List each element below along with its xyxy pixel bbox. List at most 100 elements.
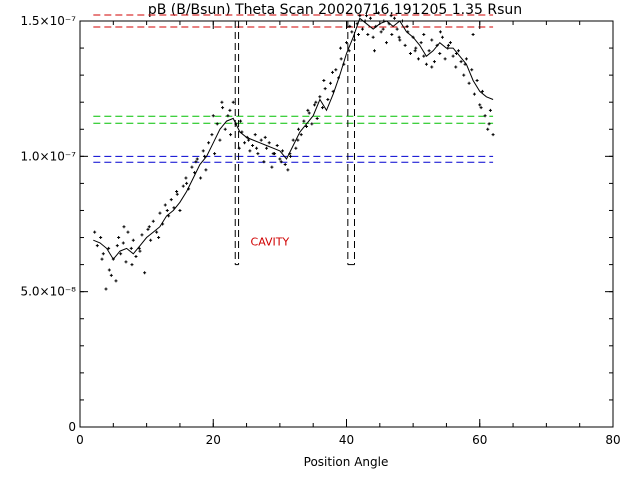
data-point xyxy=(331,89,335,93)
data-point xyxy=(395,27,399,31)
data-point xyxy=(175,192,179,196)
data-point xyxy=(307,111,311,115)
data-point xyxy=(163,203,167,207)
data-point xyxy=(165,208,169,212)
data-point xyxy=(187,187,191,191)
data-point xyxy=(363,19,367,23)
data-point xyxy=(283,162,287,166)
data-point xyxy=(342,62,346,66)
data-point xyxy=(462,73,466,77)
y-tick-label-3: 1.5×10⁻⁷ xyxy=(20,14,76,28)
data-point xyxy=(215,122,219,126)
plot-frame xyxy=(79,20,614,428)
data-point xyxy=(178,208,182,212)
data-point xyxy=(195,157,199,161)
data-point xyxy=(296,138,300,142)
data-point xyxy=(275,144,279,148)
data-point xyxy=(185,181,189,185)
data-point xyxy=(438,30,442,34)
data-point xyxy=(281,149,285,153)
data-point xyxy=(348,24,352,28)
data-point xyxy=(488,108,492,112)
data-point xyxy=(322,79,326,83)
data-point xyxy=(337,76,341,80)
data-point xyxy=(210,133,214,137)
data-point xyxy=(143,271,147,275)
data-point xyxy=(360,27,364,31)
data-point xyxy=(443,57,447,61)
data-point xyxy=(483,114,487,118)
data-point xyxy=(427,49,431,53)
data-point xyxy=(376,11,380,15)
data-point xyxy=(413,49,417,53)
data-point xyxy=(352,38,356,42)
data-point xyxy=(119,252,123,256)
y-tick-label-2: 1.0×10⁻⁷ xyxy=(20,149,76,163)
data-point xyxy=(387,22,391,26)
data-point xyxy=(101,252,105,256)
data-point xyxy=(161,222,165,226)
data-point xyxy=(107,268,111,272)
data-point xyxy=(406,30,410,34)
data-point xyxy=(114,279,118,283)
cavity-boundaries xyxy=(234,21,355,266)
data-point xyxy=(414,46,418,50)
data-point xyxy=(100,257,104,261)
data-point xyxy=(390,33,394,37)
data-point xyxy=(193,171,197,175)
data-point xyxy=(247,138,251,142)
data-point xyxy=(329,81,333,85)
data-point xyxy=(265,146,269,150)
data-point xyxy=(326,97,330,101)
data-point xyxy=(384,41,388,45)
data-point xyxy=(382,19,386,23)
data-point xyxy=(403,43,407,47)
data-point xyxy=(463,62,467,66)
data-point xyxy=(306,108,310,112)
data-points-series xyxy=(93,11,495,291)
data-point xyxy=(237,146,241,150)
data-point xyxy=(422,33,426,37)
data-point xyxy=(207,141,211,145)
x-tick-label-1: 20 xyxy=(206,433,221,447)
data-point xyxy=(339,57,343,61)
data-point xyxy=(259,138,263,142)
data-point xyxy=(432,60,436,64)
x-tick-label-0: 0 xyxy=(76,433,84,447)
data-point xyxy=(267,141,271,145)
data-point xyxy=(294,146,298,150)
data-point xyxy=(243,141,247,145)
data-point xyxy=(440,35,444,39)
data-point xyxy=(104,287,108,291)
data-point xyxy=(366,33,370,37)
data-point xyxy=(379,30,383,34)
smoothed-line xyxy=(93,17,494,261)
data-point xyxy=(253,133,257,137)
data-point xyxy=(220,100,224,104)
data-point xyxy=(204,168,208,172)
data-point xyxy=(397,35,401,39)
data-point xyxy=(169,198,173,202)
data-point xyxy=(126,230,130,234)
data-point xyxy=(464,57,468,61)
data-point xyxy=(130,263,134,267)
data-point xyxy=(228,108,232,112)
data-point xyxy=(479,106,483,110)
data-point xyxy=(122,225,126,229)
data-point xyxy=(229,133,233,137)
data-point xyxy=(372,49,376,53)
data-point xyxy=(392,16,396,20)
data-point xyxy=(487,122,491,126)
data-point xyxy=(109,273,113,277)
data-point xyxy=(480,89,484,93)
y-tick-label-1: 5.0×10⁻⁸ xyxy=(20,285,76,299)
data-point xyxy=(459,60,463,64)
data-point xyxy=(355,22,359,26)
data-point xyxy=(408,51,412,55)
data-point xyxy=(478,103,482,107)
data-point xyxy=(347,49,351,53)
data-point xyxy=(172,206,176,210)
data-point xyxy=(223,127,227,131)
data-point xyxy=(368,16,372,20)
data-point xyxy=(124,260,128,264)
